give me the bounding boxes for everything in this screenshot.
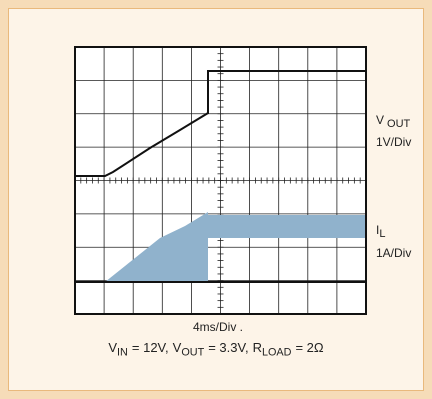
condition: VOUT= 3.3V, <box>173 340 249 355</box>
condition-symbol: V <box>108 340 117 355</box>
condition-subscript: OUT <box>181 347 204 359</box>
condition-symbol: R <box>253 340 262 355</box>
condition: RLOAD= 2Ω <box>253 340 324 355</box>
vout-symbol: V <box>376 113 384 127</box>
il-band <box>208 215 366 238</box>
condition-subscript: LOAD <box>262 347 292 359</box>
time-scale: 4ms/Div . <box>193 320 243 334</box>
condition-value: = 12V, <box>132 340 169 355</box>
condition-subscript: IN <box>117 347 128 359</box>
condition-value: = 2Ω <box>295 340 323 355</box>
condition-value: = 3.3V, <box>208 340 248 355</box>
condition: VIN= 12V, <box>108 340 168 355</box>
conditions: VIN= 12V,VOUT= 3.3V,RLOAD= 2Ω <box>0 340 432 359</box>
vout-scale: 1V/Div <box>376 135 411 149</box>
vout-subscript: OUT <box>387 118 411 130</box>
il-label: IL <box>376 223 385 240</box>
il-scale: 1A/Div <box>376 246 411 260</box>
il-subscript: L <box>379 228 385 240</box>
